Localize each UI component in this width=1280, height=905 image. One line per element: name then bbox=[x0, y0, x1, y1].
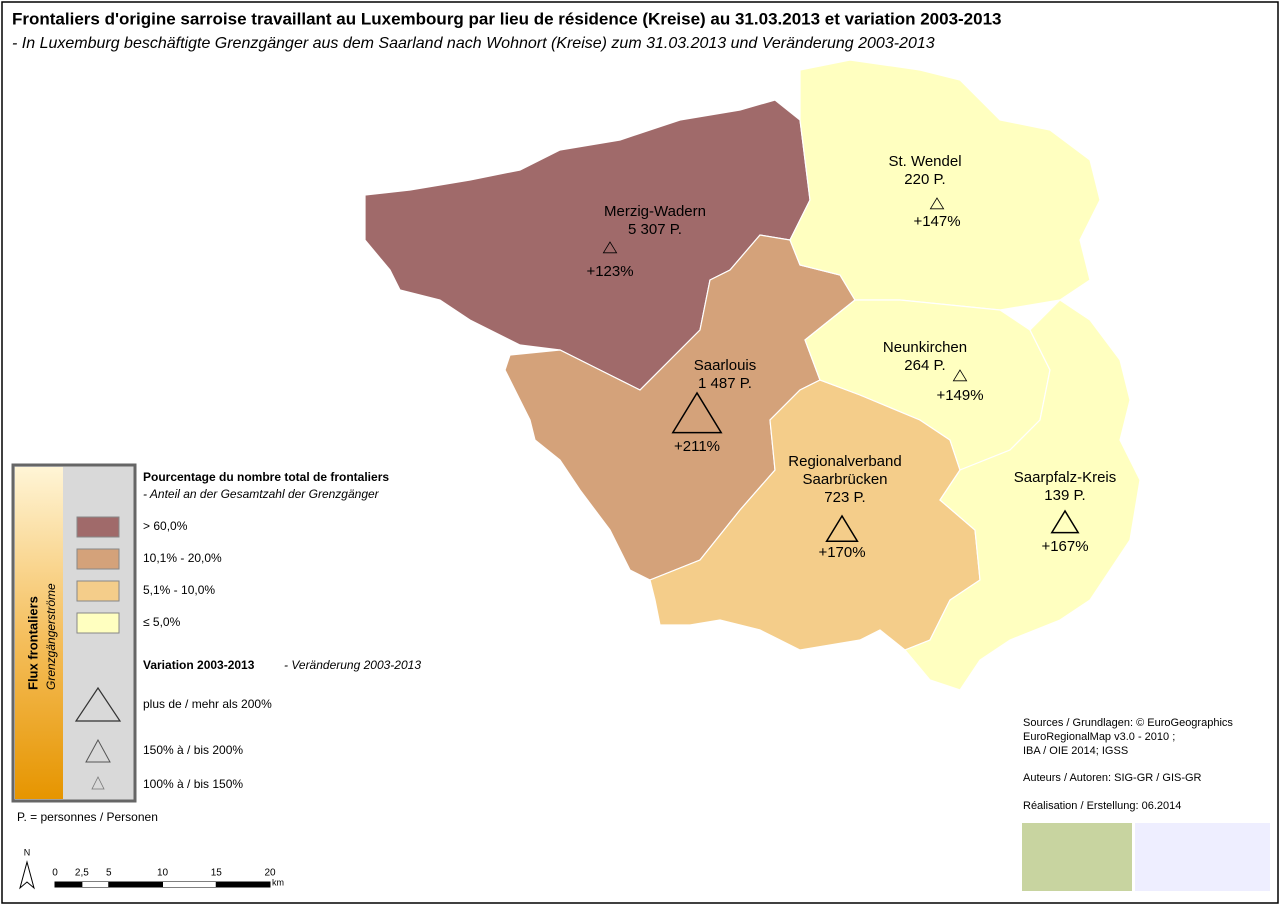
region-count: 264 P. bbox=[904, 357, 945, 374]
variation-triangle bbox=[671, 391, 723, 434]
region-name: Saarpfalz-Kreis bbox=[1014, 469, 1117, 486]
region-name: Saarbrücken bbox=[802, 471, 887, 488]
legend-variation-label: 100% à / bis 150% bbox=[143, 777, 243, 791]
source-line: Réalisation / Erstellung: 06.2014 bbox=[1023, 800, 1181, 812]
legend-swatch bbox=[76, 612, 120, 634]
variation-triangle bbox=[952, 369, 968, 382]
region-name: Regionalverband bbox=[788, 453, 901, 470]
variation-triangle bbox=[929, 197, 945, 210]
region-name: Merzig-Wadern bbox=[604, 203, 706, 220]
region-count: 220 P. bbox=[904, 171, 945, 188]
scale-label: 2,5 bbox=[75, 868, 89, 879]
legend-variation-title: Variation 2003-2013 bbox=[143, 658, 255, 672]
legend-share-title: Pourcentage du nombre total de frontalie… bbox=[143, 470, 389, 484]
legend-triangle-medium bbox=[85, 738, 111, 763]
legend-class-label: 5,1% - 10,0% bbox=[143, 583, 215, 597]
legend-abbreviation: P. = personnes / Personen bbox=[17, 810, 158, 824]
scale-label: 10 bbox=[157, 868, 169, 879]
region-name: Saarlouis bbox=[694, 357, 757, 374]
legend-variation-subtitle: - Veränderung 2003-2013 bbox=[284, 658, 421, 672]
source-line: IBA / OIE 2014; IGSS bbox=[1023, 745, 1128, 757]
legend-class-label: ≤ 5,0% bbox=[143, 615, 181, 629]
variation-triangle bbox=[1050, 509, 1080, 534]
legend-class-label: 10,1% - 20,0% bbox=[143, 551, 222, 565]
region-name: Neunkirchen bbox=[883, 339, 967, 356]
region-variation: +149% bbox=[936, 387, 983, 404]
source-line: EuroRegionalMap v3.0 - 2010 ; bbox=[1023, 731, 1175, 743]
legend-side-subtitle: Grenzgängerströme bbox=[44, 583, 58, 690]
scale-label: 15 bbox=[211, 868, 223, 879]
north-label: N bbox=[24, 847, 31, 857]
legend-swatch bbox=[76, 548, 120, 570]
scale-label: 5 bbox=[106, 868, 112, 879]
variation-triangle bbox=[825, 514, 859, 542]
legend-triangle-large bbox=[74, 686, 122, 722]
source-line: Auteurs / Autoren: SIG-GR / GIS-GR bbox=[1023, 772, 1202, 784]
legend-variation-label: plus de / mehr als 200% bbox=[143, 697, 272, 711]
north-arrow: N bbox=[19, 847, 35, 890]
variation-triangle bbox=[602, 241, 618, 254]
region-variation: +170% bbox=[818, 544, 865, 561]
logo-partners bbox=[1135, 823, 1270, 891]
scale-segment bbox=[216, 882, 270, 887]
region-name: St. Wendel bbox=[888, 153, 961, 170]
region-variation: +167% bbox=[1041, 538, 1088, 555]
scale-label: 0 bbox=[52, 868, 58, 879]
title: Frontaliers d'origine sarroise travailla… bbox=[12, 9, 1002, 28]
region-count: 5 307 P. bbox=[628, 221, 682, 238]
scale-segment bbox=[55, 882, 82, 887]
region-count: 1 487 P. bbox=[698, 375, 752, 392]
sources bbox=[1022, 823, 1270, 891]
legend-swatch bbox=[76, 516, 120, 538]
regions bbox=[364, 59, 1141, 691]
source-line: Sources / Grundlagen: © EuroGeographics bbox=[1023, 717, 1233, 729]
scale-label: 20 bbox=[264, 868, 276, 879]
logo-sig-gr bbox=[1022, 823, 1132, 891]
scale-segment bbox=[108, 882, 163, 887]
north-arrow-shape bbox=[19, 860, 35, 890]
region-variation: +211% bbox=[674, 438, 720, 455]
region-count: 723 P. bbox=[824, 489, 865, 506]
region-variation: +147% bbox=[913, 213, 960, 230]
region-count: 139 P. bbox=[1044, 487, 1085, 504]
legend-triangle-small bbox=[91, 776, 105, 790]
legend-side-title: Flux frontaliers bbox=[25, 596, 40, 690]
legend-swatch bbox=[76, 580, 120, 602]
region-variation: +123% bbox=[586, 263, 633, 280]
scale-segment bbox=[162, 882, 217, 887]
legend-variation-label: 150% à / bis 200% bbox=[143, 743, 243, 757]
region-saarpfalz bbox=[904, 299, 1141, 691]
scale-unit: km bbox=[272, 877, 284, 887]
legend-band bbox=[15, 467, 63, 799]
scale-segment bbox=[81, 882, 109, 887]
legend-class-label: > 60,0% bbox=[143, 519, 188, 533]
subtitle: - In Luxemburg beschäftigte Grenzgänger … bbox=[12, 35, 935, 52]
legend-share-subtitle: - Anteil an der Gesamtzahl der Grenzgäng… bbox=[143, 487, 380, 501]
